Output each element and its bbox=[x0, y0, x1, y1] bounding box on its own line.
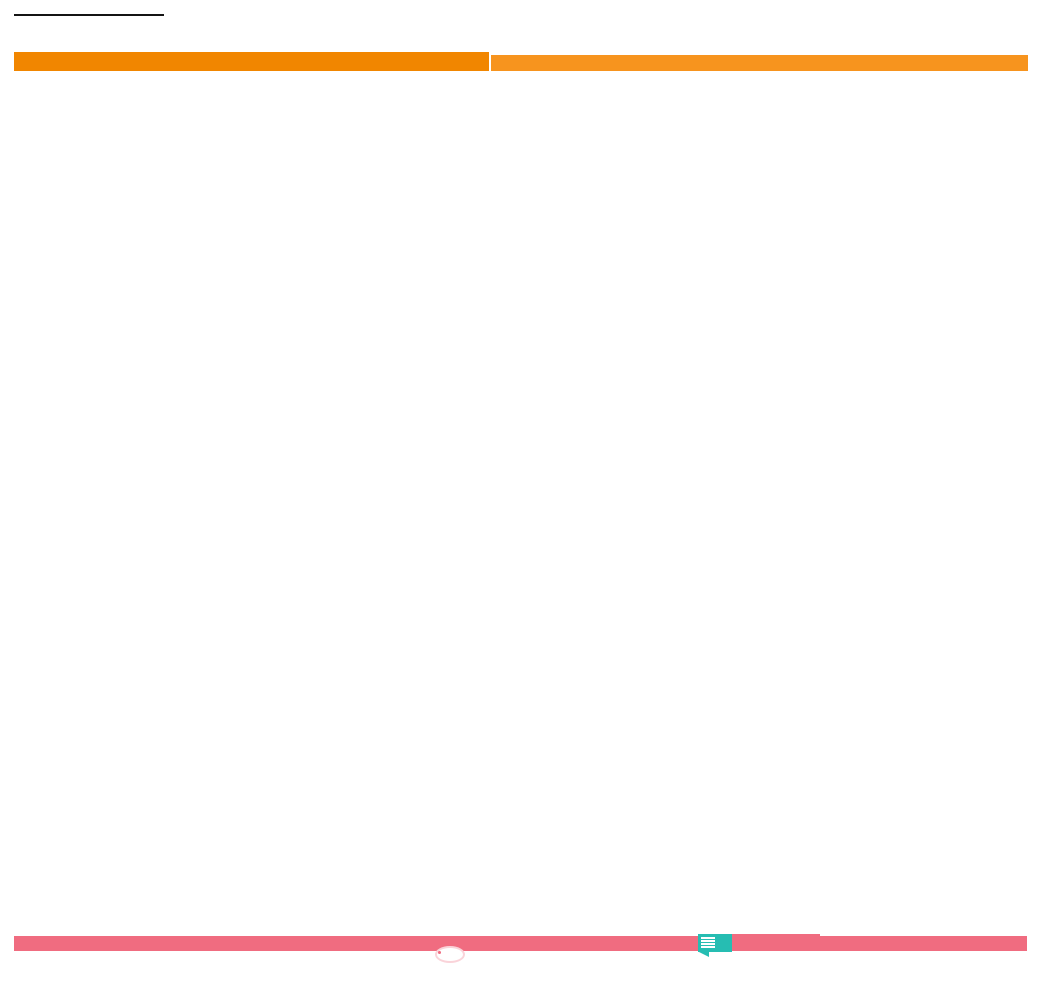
chat-bubble-icon[interactable] bbox=[698, 934, 732, 952]
header-bar-right bbox=[491, 55, 1028, 71]
top-underline bbox=[14, 14, 164, 16]
chat-line bbox=[701, 943, 715, 945]
chat-line bbox=[701, 946, 715, 948]
header-bar-left bbox=[14, 52, 489, 71]
chat-bubble-tail-icon bbox=[699, 952, 709, 957]
footer-bar bbox=[14, 936, 1027, 951]
chat-lines bbox=[698, 934, 732, 952]
chat-line bbox=[701, 937, 715, 939]
footer-notch-ellipse bbox=[435, 946, 465, 963]
footer-notch-dot bbox=[438, 951, 441, 954]
chat-line bbox=[701, 940, 715, 942]
footer-bar-highlight-segment bbox=[731, 934, 820, 951]
